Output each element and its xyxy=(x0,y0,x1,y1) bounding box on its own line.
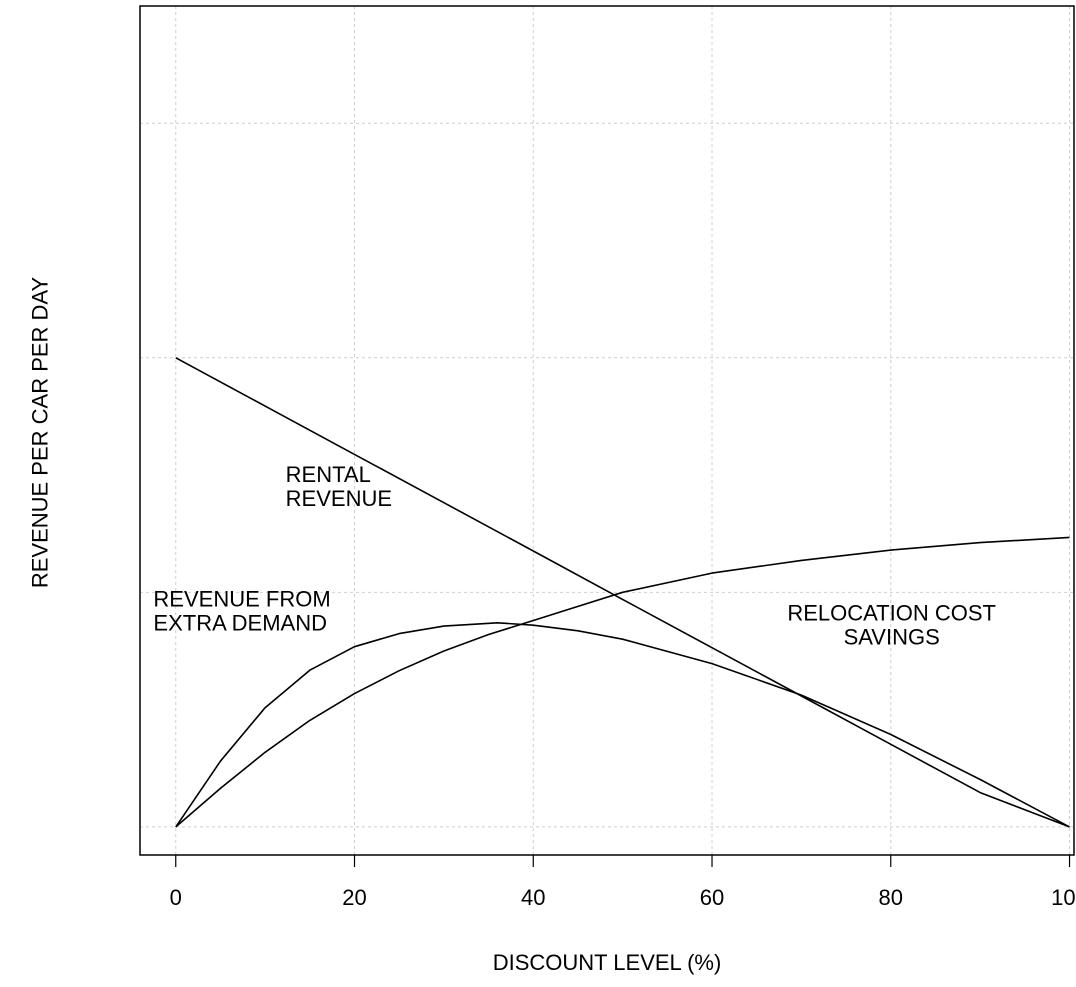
x-tick-label: 60 xyxy=(700,885,724,910)
x-tick-label: 80 xyxy=(879,885,903,910)
x-ticks: 0 20 40 60 80 100 xyxy=(170,855,1076,910)
series-line-rental-revenue xyxy=(175,357,1070,828)
y-axis-label: REVENUE PER CAR PER DAY xyxy=(28,277,53,589)
plot-frame xyxy=(139,5,1075,856)
x-tick-label: 100 xyxy=(1051,885,1076,910)
x-tick-label: 20 xyxy=(342,885,366,910)
annotation-line: EXTRA DEMAND xyxy=(153,610,327,635)
annotation-line: SAVINGS xyxy=(844,624,940,649)
x-tick-label: 0 xyxy=(170,885,182,910)
series-line-relocation-cost-savings xyxy=(175,536,1070,828)
annotation-line: RENTAL xyxy=(286,462,371,487)
annotation-line: REVENUE FROM xyxy=(153,586,330,611)
series-layer xyxy=(175,357,1070,828)
annotation-line: RELOCATION COST xyxy=(787,600,996,625)
x-tick-label: 40 xyxy=(521,885,545,910)
annotation-line: REVENUE xyxy=(286,486,392,511)
x-axis-label: DISCOUNT LEVEL (%) xyxy=(493,950,722,975)
series-line-revenue-from-extra-demand xyxy=(175,621,1070,828)
